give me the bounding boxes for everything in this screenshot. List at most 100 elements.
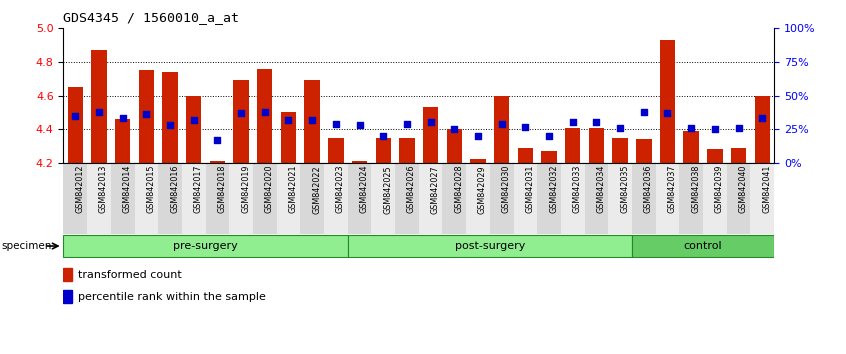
Point — [708, 126, 722, 132]
Text: GSM842035: GSM842035 — [620, 165, 629, 213]
Bar — [636, 139, 651, 163]
Point — [613, 125, 627, 131]
Bar — [514, 163, 537, 234]
Bar — [91, 50, 107, 163]
Bar — [63, 235, 348, 257]
Text: control: control — [684, 241, 722, 251]
Text: GSM842030: GSM842030 — [502, 165, 511, 213]
Text: GDS4345 / 1560010_a_at: GDS4345 / 1560010_a_at — [63, 11, 239, 24]
Bar — [565, 127, 580, 163]
Bar — [305, 80, 320, 163]
Text: GSM842019: GSM842019 — [241, 165, 250, 213]
Point — [258, 109, 272, 115]
Point — [376, 133, 390, 139]
Bar — [561, 163, 585, 234]
Point — [211, 137, 224, 143]
Point — [684, 125, 698, 131]
Bar — [541, 151, 557, 163]
Text: GSM842023: GSM842023 — [336, 165, 345, 213]
Bar — [466, 163, 490, 234]
Bar — [679, 163, 703, 234]
Text: GSM842039: GSM842039 — [715, 165, 724, 213]
Text: GSM842017: GSM842017 — [194, 165, 203, 213]
Bar — [257, 69, 272, 163]
Bar — [182, 163, 206, 234]
Point — [495, 121, 508, 127]
Bar — [186, 96, 201, 163]
Bar — [328, 138, 343, 163]
Bar — [371, 163, 395, 234]
Bar — [233, 80, 249, 163]
Bar — [281, 112, 296, 163]
Bar — [210, 161, 225, 163]
Bar — [253, 163, 277, 234]
Point — [661, 110, 674, 116]
Bar — [63, 163, 87, 234]
Bar — [490, 163, 514, 234]
Bar — [470, 159, 486, 163]
Text: GSM842022: GSM842022 — [312, 165, 321, 213]
Text: GSM842015: GSM842015 — [146, 165, 156, 213]
Text: GSM842041: GSM842041 — [762, 165, 772, 213]
Point — [732, 125, 745, 131]
Bar — [494, 96, 509, 163]
Text: GSM842036: GSM842036 — [644, 165, 653, 213]
Text: GSM842028: GSM842028 — [454, 165, 464, 213]
Bar — [162, 72, 178, 163]
Text: GSM842033: GSM842033 — [573, 165, 582, 213]
Bar — [352, 161, 367, 163]
Bar — [277, 163, 300, 234]
Text: GSM842012: GSM842012 — [75, 165, 85, 213]
Point — [187, 117, 201, 122]
Bar — [727, 163, 750, 234]
Point — [234, 110, 248, 116]
Bar — [589, 127, 604, 163]
Point — [755, 116, 769, 121]
Text: GSM842032: GSM842032 — [549, 165, 558, 213]
Text: GSM842018: GSM842018 — [217, 165, 227, 213]
Point — [400, 121, 414, 127]
Bar — [68, 87, 83, 163]
Point — [590, 120, 603, 125]
Point — [69, 113, 82, 119]
Text: GSM842024: GSM842024 — [360, 165, 369, 213]
Bar — [135, 163, 158, 234]
Point — [542, 133, 556, 139]
Bar — [115, 119, 130, 163]
Point — [471, 133, 485, 139]
Bar — [87, 163, 111, 234]
Text: GSM842029: GSM842029 — [478, 165, 487, 213]
Text: GSM842037: GSM842037 — [667, 165, 677, 213]
Bar — [632, 235, 774, 257]
Bar — [632, 163, 656, 234]
Bar — [423, 107, 438, 163]
Point — [353, 122, 366, 128]
Point — [282, 117, 295, 122]
Bar — [63, 268, 72, 281]
Text: GSM842020: GSM842020 — [265, 165, 274, 213]
Text: GSM842014: GSM842014 — [123, 165, 132, 213]
Bar — [300, 163, 324, 234]
Bar — [395, 163, 419, 234]
Bar — [158, 163, 182, 234]
Bar — [660, 40, 675, 163]
Text: GSM842034: GSM842034 — [596, 165, 606, 213]
Text: pre-surgery: pre-surgery — [173, 241, 238, 251]
Text: GSM842026: GSM842026 — [407, 165, 416, 213]
Text: percentile rank within the sample: percentile rank within the sample — [78, 292, 266, 302]
Point — [92, 109, 106, 115]
Bar — [613, 138, 628, 163]
Text: GSM842040: GSM842040 — [739, 165, 748, 213]
Point — [637, 109, 651, 115]
Point — [519, 124, 532, 129]
Text: GSM842027: GSM842027 — [431, 165, 440, 213]
Point — [140, 112, 153, 117]
Bar — [518, 148, 533, 163]
Bar — [442, 163, 466, 234]
Bar — [63, 291, 72, 303]
Bar — [684, 131, 699, 163]
Bar — [399, 138, 415, 163]
Point — [566, 120, 580, 125]
Point — [329, 121, 343, 127]
Bar — [324, 163, 348, 234]
